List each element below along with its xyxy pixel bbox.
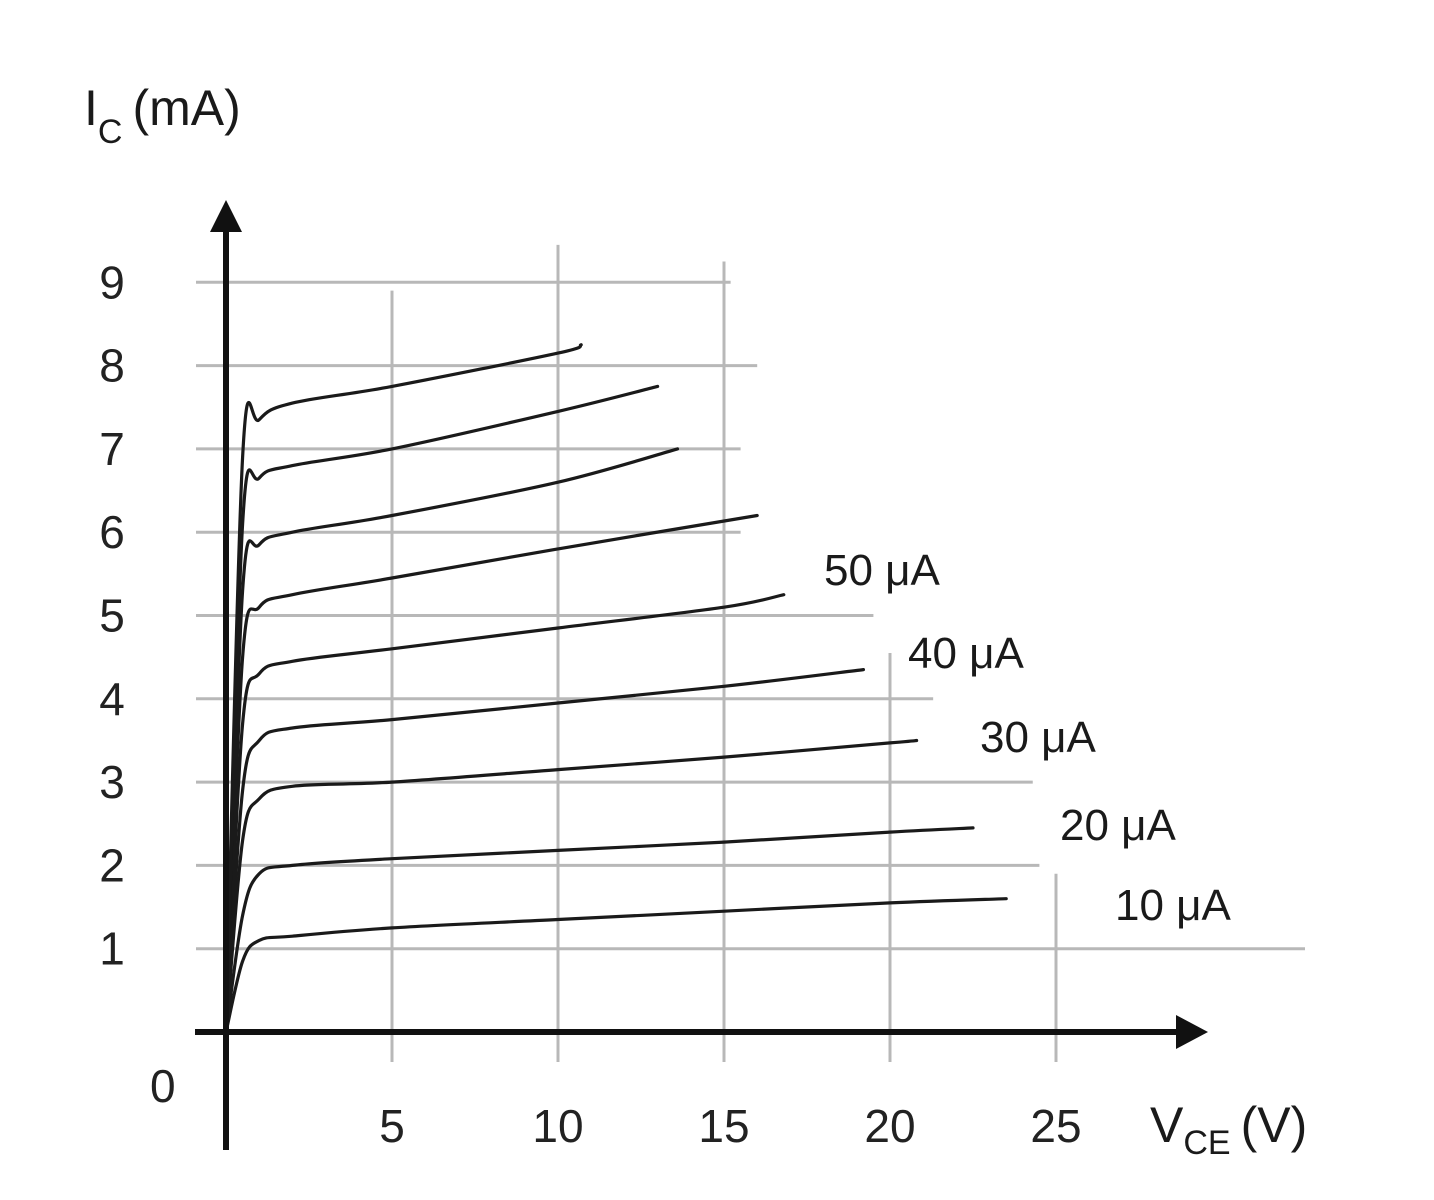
curve-layer — [224, 343, 1008, 1034]
curve-3 — [224, 738, 919, 1034]
curve-2 — [224, 826, 975, 1034]
y-tick-label-2: 2 — [99, 839, 125, 891]
curve-7 — [224, 447, 680, 1034]
curve-5 — [224, 593, 786, 1034]
x-axis-label-unit: (V) — [1241, 1097, 1308, 1153]
x-tick-label-5: 5 — [379, 1100, 405, 1152]
x-tick-label-25: 25 — [1030, 1100, 1081, 1152]
curve-4 — [224, 668, 865, 1034]
origin-label: 0 — [150, 1060, 176, 1112]
y-tick-label-6: 6 — [99, 506, 125, 558]
y-axis-label: IC (mA) — [84, 80, 241, 151]
y-tick-label-4: 4 — [99, 673, 125, 725]
curve-9 — [224, 343, 583, 1034]
tick-label-layer: 1 2 3 4 5 6 7 8 9 5 10 15 20 25 — [99, 256, 1081, 1152]
y-tick-label-9: 9 — [99, 256, 125, 308]
y-tick-label-3: 3 — [99, 756, 125, 808]
series-label-3: 30 μA — [980, 713, 1097, 762]
y-axis-label-main: I — [84, 80, 98, 136]
series-label-1: 10 μA — [1115, 881, 1232, 930]
x-tick-label-15: 15 — [698, 1100, 749, 1152]
x-axis-label-main: V — [1150, 1097, 1184, 1153]
curve-6 — [224, 513, 759, 1034]
series-label-layer: 10 μA 20 μA 30 μA 40 μA 50 μA — [824, 546, 1232, 930]
axis-layer — [195, 200, 1208, 1150]
x-tick-label-20: 20 — [864, 1100, 915, 1152]
y-axis-arrow-icon — [210, 200, 242, 232]
x-axis-label-sub: CE — [1183, 1124, 1230, 1162]
curve-1 — [224, 897, 1008, 1034]
x-tick-label-10: 10 — [532, 1100, 583, 1152]
y-tick-label-7: 7 — [99, 423, 125, 475]
y-tick-label-5: 5 — [99, 590, 125, 642]
series-label-5: 50 μA — [824, 546, 941, 595]
x-axis-arrow-icon — [1176, 1015, 1208, 1049]
x-axis-label: VCE (V) — [1150, 1097, 1307, 1162]
series-label-4: 40 μA — [908, 629, 1025, 678]
y-tick-label-8: 8 — [99, 340, 125, 392]
y-tick-label-1: 1 — [99, 923, 125, 975]
y-axis-label-sub: C — [98, 113, 123, 151]
y-axis-label-unit: (mA) — [132, 80, 240, 136]
series-label-2: 20 μA — [1060, 801, 1177, 850]
